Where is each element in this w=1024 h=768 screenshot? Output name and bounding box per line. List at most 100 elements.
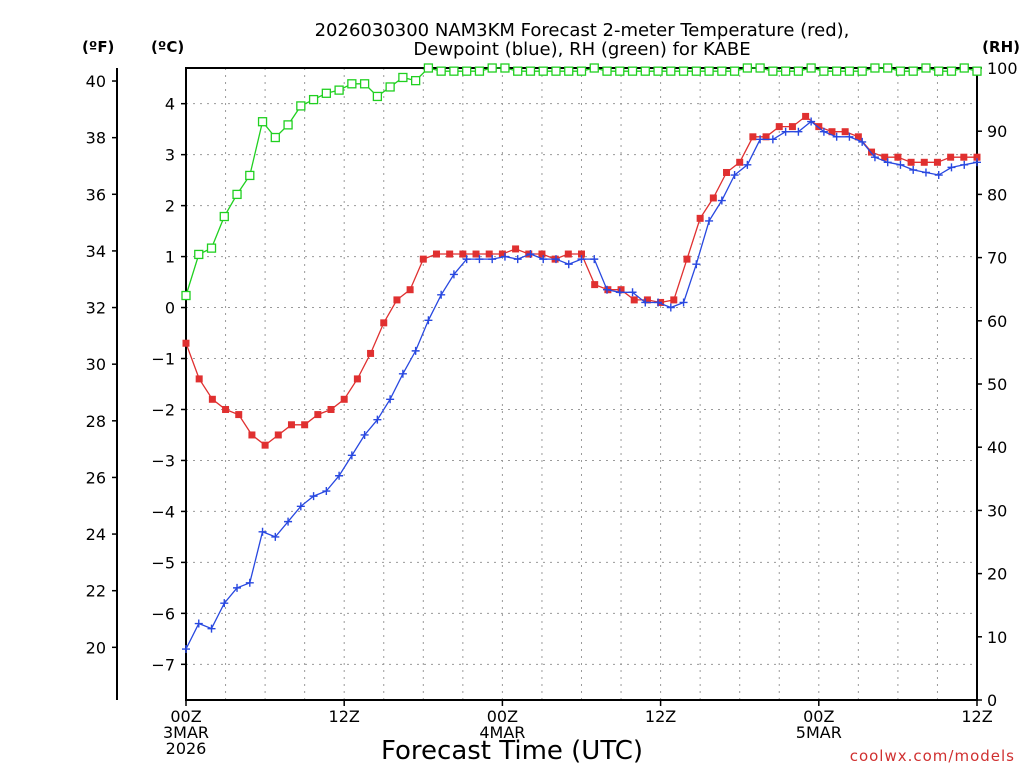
rh-tick-label-20: 20 [987,565,1007,584]
dewpoint-point-60 [947,163,956,172]
rh-tick-labels: 0 10 20 30 40 50 60 70 80 90 100 [977,59,1018,710]
rh-point-35 [627,66,638,76]
rh-point-49 [806,63,816,73]
temperature-point-21 [459,250,467,258]
dewpoint-point-6 [258,527,267,536]
temperature-point-46 [788,123,796,131]
rh-point-3 [219,211,229,222]
temperature-point-34 [630,296,638,304]
temperature-point-15 [380,319,388,327]
dewpoint-point-44 [743,160,752,169]
dewpoint-point-52 [845,132,854,141]
rh-point-17 [398,72,408,83]
temperature-point-5 [248,431,256,439]
dewpoint-point-14 [360,430,369,439]
dewpoint-point-5 [245,578,254,587]
f-tick-label-36: 36 [86,185,106,204]
dewpoint-point-58 [921,168,930,177]
celsius-tick-labels: −7 −6 −5 −4 −3 −2 −1 0 1 2 3 4 [151,95,186,674]
rh-point-9 [296,101,306,111]
temperature-point-54 [894,153,902,161]
dewpoint-point-7 [271,532,280,541]
rh-point-33 [602,66,612,76]
rh-point-43 [729,66,740,76]
c-tick-label-2: 2 [165,197,175,216]
rh-point-44 [742,63,753,73]
temperature-point-16 [393,296,401,304]
rh-point-55 [883,63,893,73]
chart-title-line2: Dewpoint (blue), RH (green) for KABE [413,39,750,60]
dewpoint-series [182,117,981,654]
rh-series [181,63,982,301]
c-tick-label-3: 3 [165,146,175,165]
rh-point-46 [768,66,778,76]
temperature-point-20 [446,250,454,258]
temperature-point-12 [340,395,348,403]
x-tick-label-36-0: 12Z [645,707,676,726]
fahrenheit-tick-labels: 20 22 24 26 28 30 32 34 36 38 40 [86,72,117,657]
temperature-point-8 [287,421,295,429]
rh-tick-label-50: 50 [987,375,1007,394]
dewpoint-point-50 [819,127,828,136]
temperature-point-60 [973,153,981,161]
dewpoint-point-47 [781,127,790,136]
temperature-point-38 [683,255,691,263]
rh-point-32 [589,63,599,73]
f-tick-label-26: 26 [86,468,106,487]
dewpoint-point-59 [934,171,943,180]
chart-title-line1: 2026030300 NAM3KM Forecast 2-meter Tempe… [315,20,850,41]
temperature-point-23 [485,250,493,258]
x-tick-label-0-0: 00Z [170,707,201,726]
rh-tick-label-0: 0 [987,691,997,710]
dewpoint-point-2 [207,624,216,633]
rh-point-13 [347,79,357,89]
rh-point-50 [819,66,829,76]
dewpoint-point-46 [768,135,777,144]
rh-point-58 [921,63,931,73]
rh-point-28 [538,66,548,76]
temperature-point-13 [353,375,361,383]
temperature-point-39 [696,214,704,222]
dewpoint-point-17 [398,369,407,378]
temperature-point-33 [617,286,625,294]
x-tick-label-24-0: 00Z [487,707,518,726]
dewpoint-point-56 [896,160,905,169]
dewpoint-point-35 [628,288,637,297]
dewpoint-point-32 [590,255,599,264]
rh-point-56 [895,66,906,76]
dewpoint-point-42 [717,196,726,205]
f-tick-label-40: 40 [86,72,106,91]
rh-point-37 [653,66,663,76]
rh-point-47 [780,66,791,76]
rh-point-10 [308,94,319,105]
temperature-point-19 [432,250,440,258]
rh-tick-label-60: 60 [987,312,1007,331]
dewpoint-point-57 [909,165,918,174]
dewpoint-point-24 [488,255,497,264]
dewpoint-point-40 [692,260,701,269]
rh-point-41 [704,66,714,76]
rh-tick-label-10: 10 [987,628,1007,647]
rh-point-4 [232,189,242,200]
temperature-point-58 [947,153,955,161]
f-tick-label-20: 20 [86,638,106,657]
temperature-point-11 [327,405,335,413]
c-tick-label--7: −7 [151,655,175,674]
rh-axis-unit: (RH) [982,38,1020,56]
c-tick-label-4: 4 [165,95,175,114]
c-tick-label-1: 1 [165,248,175,267]
temperature-point-27 [538,250,546,258]
dewpoint-point-22 [462,255,471,264]
x-tick-label-48-1: 5MAR [796,723,842,742]
c-tick-label--3: −3 [151,451,175,470]
dewpoint-point-10 [309,492,318,501]
dewpoint-point-0 [182,645,190,654]
rh-point-27 [525,66,536,76]
temperature-point-37 [670,296,678,304]
x-tick-label-12-0: 12Z [329,707,360,726]
dewpoint-point-15 [373,415,382,424]
rh-point-21 [449,66,459,76]
dewpoint-point-39 [679,298,688,307]
dewpoint-point-20 [437,290,446,299]
